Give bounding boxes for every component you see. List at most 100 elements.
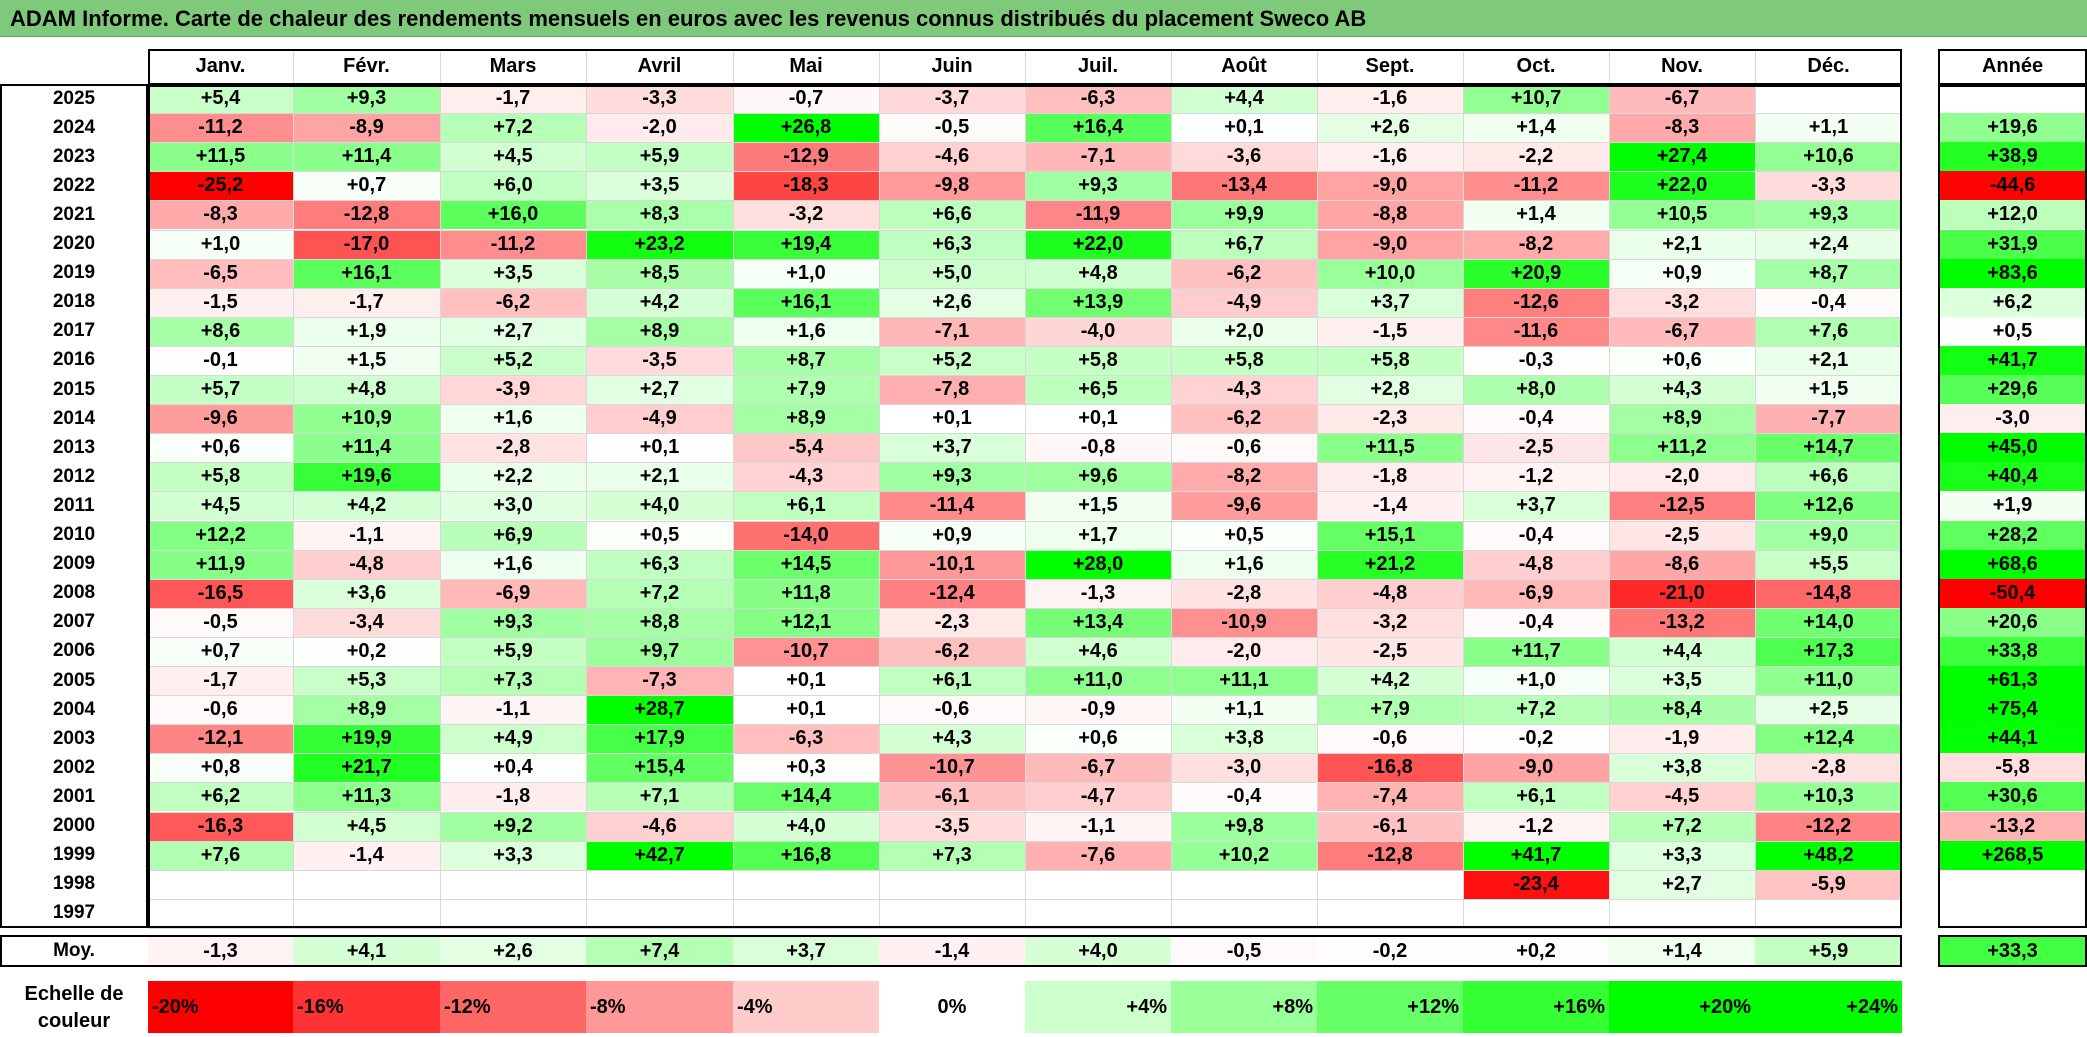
heatmap-cell: -7,8 xyxy=(879,375,1025,405)
heatmap-cell: +3,5 xyxy=(1609,666,1755,696)
heatmap-cell xyxy=(148,898,293,928)
heatmap-cell xyxy=(586,869,733,899)
heatmap-cell: -0,4 xyxy=(1463,404,1609,434)
heatmap-cell: -25,2 xyxy=(148,171,293,201)
annual-cell: -5,8 xyxy=(1938,753,2087,783)
heatmap-cell xyxy=(148,869,293,899)
color-scale-step: -4% xyxy=(733,981,879,1033)
year-label: 2020 xyxy=(52,233,96,255)
heatmap-cell: +4,8 xyxy=(293,375,440,405)
heatmap-cell: +0,3 xyxy=(733,753,879,783)
chart-title: ADAM Informe. Carte de chaleur des rende… xyxy=(0,0,2087,37)
heatmap-cell: +1,6 xyxy=(1171,549,1317,579)
heatmap-cell: -12,8 xyxy=(293,200,440,230)
heatmap-cell xyxy=(1171,898,1317,928)
grid-line xyxy=(293,49,294,928)
heatmap-cell: -8,8 xyxy=(1317,200,1463,230)
heatmap-cell: +9,9 xyxy=(1171,200,1317,230)
heatmap-cell: -10,7 xyxy=(879,753,1025,783)
heatmap-cell: +5,9 xyxy=(586,142,733,172)
heatmap-cell: +2,6 xyxy=(879,287,1025,317)
heatmap-cell: +4,5 xyxy=(440,142,586,172)
annual-cell: +83,6 xyxy=(1938,258,2087,288)
heatmap-cell: +4,8 xyxy=(1025,258,1171,288)
heatmap-cell: +6,1 xyxy=(879,666,1025,696)
heatmap-cell: -17,0 xyxy=(293,229,440,259)
heatmap-cell: -1,7 xyxy=(440,84,586,114)
heatmap-cell: +1,4 xyxy=(1463,113,1609,143)
heatmap-cell: +10,7 xyxy=(1463,84,1609,114)
heatmap-cell: -6,7 xyxy=(1609,316,1755,346)
heatmap-cell: +7,2 xyxy=(1609,811,1755,841)
annual-cell: +19,6 xyxy=(1938,113,2087,143)
heatmap-cell: +16,8 xyxy=(733,840,879,870)
heatmap-cell: -1,7 xyxy=(148,666,293,696)
heatmap-cell xyxy=(879,869,1025,899)
heatmap-cell: -3,4 xyxy=(293,607,440,637)
heatmap-cell: -4,3 xyxy=(733,462,879,492)
heatmap-cell: -6,9 xyxy=(1463,578,1609,608)
heatmap-cell: +22,0 xyxy=(1025,229,1171,259)
grid-line xyxy=(879,49,880,928)
heatmap-cell: +28,0 xyxy=(1025,549,1171,579)
heatmap-cell: -4,6 xyxy=(586,811,733,841)
heatmap-cell: +19,6 xyxy=(293,462,440,492)
heatmap-cell xyxy=(1755,84,1902,114)
heatmap-cell: +2,7 xyxy=(586,375,733,405)
heatmap-cell: +5,9 xyxy=(440,636,586,666)
heatmap-cell xyxy=(293,869,440,899)
heatmap-cell: -9,0 xyxy=(1317,229,1463,259)
annual-cell: +44,1 xyxy=(1938,724,2087,754)
heatmap-cell: +12,1 xyxy=(733,607,879,637)
heatmap-cell: -0,3 xyxy=(1463,345,1609,375)
year-label: 1997 xyxy=(52,902,96,924)
heatmap-cell: +4,2 xyxy=(1317,666,1463,696)
color-scale-step: +16% xyxy=(1463,981,1609,1033)
heatmap-cell: -12,9 xyxy=(733,142,879,172)
year-label: 2007 xyxy=(52,611,96,633)
annual-cell: +28,2 xyxy=(1938,520,2087,550)
heatmap-cell: -4,0 xyxy=(1025,316,1171,346)
heatmap-cell: +16,1 xyxy=(293,258,440,288)
heatmap-cell: -3,5 xyxy=(586,345,733,375)
heatmap-cell: +19,4 xyxy=(733,229,879,259)
heatmap-cell: +4,3 xyxy=(1609,375,1755,405)
color-scale-label: Echelle de couleur xyxy=(24,983,124,1032)
heatmap-cell: -11,4 xyxy=(879,491,1025,521)
heatmap-cell xyxy=(1609,898,1755,928)
heatmap-cell: +0,4 xyxy=(440,753,586,783)
heatmap-cell: +6,1 xyxy=(733,491,879,521)
heatmap-cell: +2,2 xyxy=(440,462,586,492)
heatmap-cell: -9,8 xyxy=(879,171,1025,201)
heatmap-cell: +8,4 xyxy=(1609,695,1755,725)
heatmap-cell: +6,6 xyxy=(879,200,1025,230)
heatmap-cell: +3,8 xyxy=(1171,724,1317,754)
heatmap-cell: +1,1 xyxy=(1171,695,1317,725)
heatmap-cell: +16,4 xyxy=(1025,113,1171,143)
month-header: Août xyxy=(1171,49,1317,84)
heatmap-cell: +8,9 xyxy=(293,695,440,725)
heatmap-cell: -2,5 xyxy=(1463,433,1609,463)
heatmap-cell: +3,7 xyxy=(879,433,1025,463)
heatmap-cell: +11,8 xyxy=(733,578,879,608)
heatmap-cell: +0,2 xyxy=(293,636,440,666)
heatmap-cell: -8,3 xyxy=(148,200,293,230)
heatmap-cell: +1,5 xyxy=(293,345,440,375)
heatmap-cell: +9,8 xyxy=(1171,811,1317,841)
heatmap-cell: +8,9 xyxy=(1609,404,1755,434)
year-label: 2006 xyxy=(52,640,96,662)
heatmap-cell: -6,2 xyxy=(879,636,1025,666)
annual-cell: +6,2 xyxy=(1938,287,2087,317)
heatmap-cell: +1,0 xyxy=(1463,666,1609,696)
average-cell: -1,3 xyxy=(148,935,293,967)
heatmap-cell: +19,9 xyxy=(293,724,440,754)
heatmap-cell: -14,8 xyxy=(1755,578,1902,608)
grid-line xyxy=(586,49,587,928)
year-label: 2019 xyxy=(52,262,96,284)
heatmap-cell: -18,3 xyxy=(733,171,879,201)
heatmap-cell: +3,7 xyxy=(1463,491,1609,521)
heatmap-cell: -16,5 xyxy=(148,578,293,608)
heatmap-cell: +5,8 xyxy=(1025,345,1171,375)
heatmap-cell: -4,8 xyxy=(1463,549,1609,579)
month-header: Oct. xyxy=(1463,49,1609,84)
